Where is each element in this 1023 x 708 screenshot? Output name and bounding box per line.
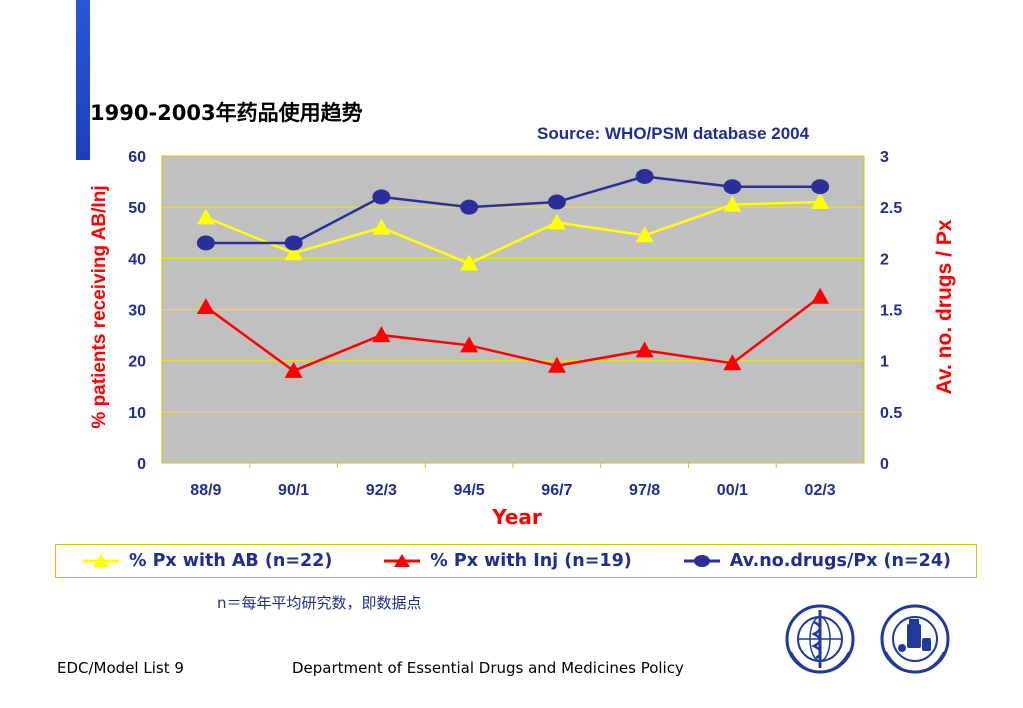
who-medicines-emblem-icon xyxy=(880,604,950,674)
series-line-0 xyxy=(205,200,821,265)
footer-left: EDC/Model List 9 xyxy=(57,659,184,677)
series-2-point xyxy=(196,235,215,251)
series-1-point xyxy=(723,354,742,371)
series-0-point xyxy=(196,208,215,225)
x-axis-title: Year xyxy=(491,505,542,529)
series-2-point xyxy=(372,189,391,205)
y2-tick-label: 1 xyxy=(880,354,889,371)
series-1-point xyxy=(460,336,479,353)
series-2-point xyxy=(723,179,742,195)
y-tick-label: 20 xyxy=(128,354,146,371)
y2-tick-label: 1.5 xyxy=(880,303,902,320)
y-axis-right-ticks: 0 0.5 1 1.5 2 2.5 3 xyxy=(880,149,902,473)
x-axis-ticks: 88/9 90/1 92/3 94/5 96/7 97/8 00/1 02/3 xyxy=(190,482,835,499)
y-axis-right-title: Av. no. drugs / Px xyxy=(933,219,956,394)
y-tick-label: 50 xyxy=(128,200,146,217)
x-tick-label: 96/7 xyxy=(541,482,572,499)
y2-tick-label: 3 xyxy=(880,149,889,166)
footer-center: Department of Essential Drugs and Medici… xyxy=(292,659,684,677)
y-axis-left-title: % patients receiving AB/Inj xyxy=(89,185,110,428)
x-tick-label: 97/8 xyxy=(629,482,660,499)
series-1-point xyxy=(547,356,566,373)
x-tick-label: 92/3 xyxy=(366,482,397,499)
legend-item-drugs: Av.no.drugs/Px (n=24) xyxy=(682,551,951,571)
series-2-point xyxy=(547,194,566,210)
series-group xyxy=(196,168,830,378)
series-0-point xyxy=(811,193,830,210)
line-chart: 88/9 90/1 92/3 94/5 96/7 97/8 00/1 02/3 0102030… xyxy=(89,149,956,529)
legend-label-drugs: Av.no.drugs/Px (n=24) xyxy=(729,551,952,571)
accent-bar xyxy=(76,0,90,160)
series-2-point xyxy=(284,235,303,251)
y-tick-label: 0 xyxy=(137,456,146,473)
x-tick-label: 94/5 xyxy=(454,482,485,499)
chart-legend: % Px with AB (n=22) % Px with Inj (n=19)… xyxy=(55,544,977,578)
series-0-point xyxy=(372,218,391,235)
legend-item-inj: % Px with Inj (n=19) xyxy=(382,551,632,571)
blue-circle-line-icon xyxy=(683,555,720,567)
series-2-point xyxy=(811,179,830,195)
series-1-point xyxy=(196,297,215,314)
series-line-1 xyxy=(205,295,821,373)
footnote: n＝每年平均研究数，即数据点 xyxy=(217,594,422,612)
yellow-triangle-line-icon xyxy=(82,554,119,567)
series-0-point xyxy=(635,226,654,243)
chart-source: Source: WHO/PSM database 2004 xyxy=(537,124,810,143)
legend-label-inj: % Px with Inj (n=19) xyxy=(430,551,632,571)
series-2-point xyxy=(635,168,654,184)
series-1-point xyxy=(635,341,654,358)
y-tick-label: 60 xyxy=(128,149,146,166)
series-0-point xyxy=(547,213,566,230)
x-tick-label: 00/1 xyxy=(717,482,748,499)
series-1-point xyxy=(811,287,830,304)
red-triangle-line-icon xyxy=(384,554,421,567)
y-tick-label: 10 xyxy=(128,405,146,422)
y2-tick-label: 2 xyxy=(880,251,889,268)
y2-tick-label: 2.5 xyxy=(880,200,902,217)
x-tick-label: 90/1 xyxy=(278,482,309,499)
y-tick-label: 30 xyxy=(128,303,146,320)
series-0-point xyxy=(723,195,742,212)
series-1-point xyxy=(372,326,391,343)
legend-item-ab: % Px with AB (n=22) xyxy=(81,551,332,571)
series-2-point xyxy=(460,199,479,215)
slide-title: 1990-2003年药品使用趋势 xyxy=(90,101,363,125)
who-emblem-icon xyxy=(785,604,855,674)
y-axis-left-ticks: 0 10 20 30 40 50 60 xyxy=(128,149,146,473)
y2-tick-label: 0 xyxy=(880,456,889,473)
series-line-2 xyxy=(205,175,821,245)
series-1-point xyxy=(284,361,303,378)
x-tick-label: 02/3 xyxy=(805,482,836,499)
y-tick-label: 40 xyxy=(128,251,146,268)
x-tick-label: 88/9 xyxy=(190,482,221,499)
series-0-point xyxy=(284,244,303,261)
series-0-point xyxy=(460,254,479,271)
legend-label-ab: % Px with AB (n=22) xyxy=(128,551,333,571)
y2-tick-label: 0.5 xyxy=(880,405,902,422)
